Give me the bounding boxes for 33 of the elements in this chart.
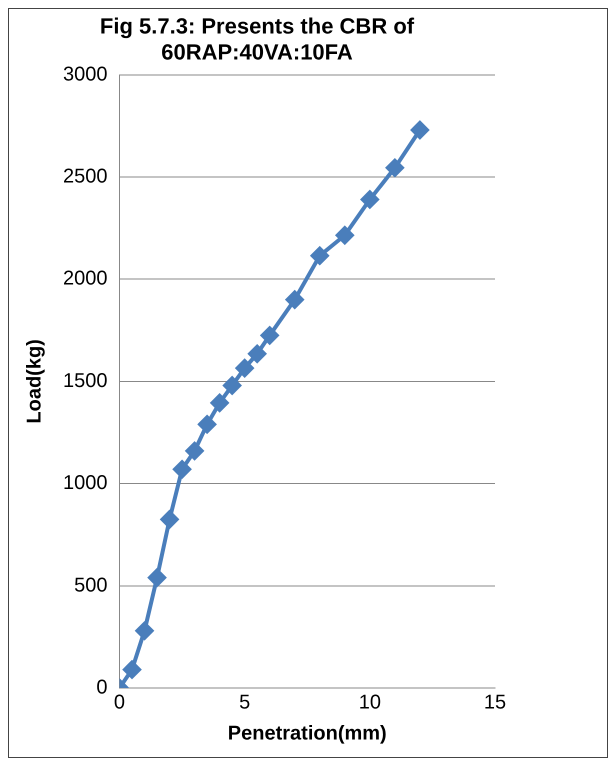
point <box>336 226 354 244</box>
y-tick-label: 3000 <box>62 63 108 86</box>
point <box>286 290 304 309</box>
x-tick-label: 5 <box>239 692 250 714</box>
text: 60RAP:40VA:10FA <box>161 40 353 65</box>
point <box>410 120 429 139</box>
point <box>160 510 179 528</box>
point <box>186 442 204 460</box>
point <box>173 460 192 478</box>
y-tick-label: 2500 <box>62 166 108 188</box>
point <box>386 158 404 177</box>
y-tick-label: 1500 <box>62 370 108 392</box>
point <box>236 359 254 378</box>
point <box>210 394 229 412</box>
point <box>123 660 142 679</box>
point <box>198 415 216 434</box>
x-tick-label: 10 <box>358 692 381 714</box>
y-tick-label: 2000 <box>62 268 108 290</box>
point <box>148 568 166 587</box>
point <box>223 376 242 394</box>
point <box>136 622 154 640</box>
text: Fig 5.7.3: Presents the CBR of <box>100 13 414 38</box>
point <box>360 190 379 208</box>
y-tick-label: 500 <box>74 574 108 596</box>
x-tick-label: 15 <box>484 692 506 714</box>
y-axis-title: Load(kg) <box>24 339 46 424</box>
y-tick-label: 0 <box>96 676 108 699</box>
x-tick-label: 0 <box>114 692 126 714</box>
x-axis-title: Penetration(mm) <box>228 722 387 745</box>
point <box>248 344 266 363</box>
y-tick-label: 1000 <box>62 472 108 494</box>
point <box>260 326 279 344</box>
point <box>310 246 329 265</box>
